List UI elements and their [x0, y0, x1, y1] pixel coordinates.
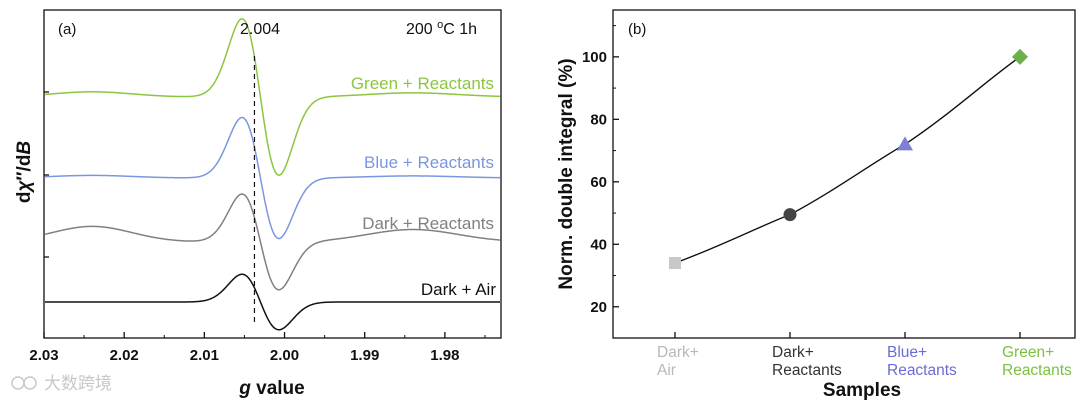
g-marker-label: 2.004 — [240, 21, 280, 38]
panel-b-y-axis-title: Norm. double integral (%) — [556, 58, 577, 289]
category-label: Reactants — [887, 362, 957, 379]
ylabel-mid: ″/d — [14, 155, 35, 181]
panel-b-x-axis-title: Samples — [823, 380, 901, 401]
panel-a-spectra — [44, 18, 501, 331]
panel-a-x-tick-label: 2.00 — [270, 347, 299, 364]
series-label: Dark + Air — [421, 280, 496, 299]
panel-a-y-axis-title: dχ″/dB — [14, 141, 35, 204]
panel-a-x-tick-label: 2.03 — [29, 347, 58, 364]
series-label: Blue + Reactants — [364, 153, 494, 172]
watermark: 大数跨境 — [11, 374, 112, 394]
panel-a-x-tick-label: 1.98 — [430, 347, 459, 364]
panel-b-tag: (b) — [628, 21, 646, 38]
panel-a-chart: 2.03 2.02 2.01 2.00 1.99 1.98 Green + Reactan… — [14, 9, 502, 399]
watermark-logo-icon-2 — [23, 376, 37, 390]
spectrum-line — [44, 18, 501, 176]
category-label: Dark+ — [657, 344, 699, 361]
panel-a-y-ticks — [44, 91, 49, 258]
data-point-square — [669, 257, 681, 270]
panel-b-y-ticks: 20 40 60 80 100 — [582, 25, 619, 316]
panel-b-x-ticks — [674, 332, 1021, 338]
xlabel-value: value — [251, 378, 305, 399]
panel-b-y-tick-label: 80 — [590, 111, 607, 128]
data-point-diamond — [1012, 48, 1028, 65]
panel-a-x-ticks: 2.03 2.02 2.01 2.00 1.99 1.98 — [29, 332, 486, 364]
category-label: Reactants — [772, 362, 842, 379]
panel-b-y-tick-label: 40 — [590, 236, 607, 253]
data-point-circle — [783, 208, 797, 222]
spectrum-line — [45, 273, 500, 331]
panel-a-x-tick-label: 2.02 — [110, 347, 139, 364]
panel-b-trend-line — [674, 56, 1021, 264]
category-label: Dark+ — [772, 344, 814, 361]
series-label: Green + Reactants — [351, 74, 494, 93]
panel-b-category-labels: Dark+AirDark+ReactantsBlue+ReactantsGree… — [657, 344, 1072, 379]
condition-prefix: 200 — [406, 21, 437, 38]
category-label: Air — [657, 362, 676, 379]
spectrum-line — [44, 193, 501, 291]
panel-a-x-axis-title: g value — [238, 378, 304, 399]
condition-suffix: C 1h — [443, 21, 477, 38]
xlabel-g: g — [238, 378, 251, 399]
panel-b-y-tick-label: 100 — [582, 49, 607, 66]
data-point-triangle — [897, 136, 913, 151]
ylabel-chi: χ — [14, 180, 35, 194]
ylabel-b: B — [14, 141, 35, 155]
condition-degree: o — [437, 19, 443, 31]
series-label: Dark + Reactants — [362, 214, 494, 233]
panel-a-x-tick-label: 2.01 — [190, 347, 219, 364]
watermark-text: 大数跨境 — [44, 374, 112, 394]
category-label: Reactants — [1002, 362, 1072, 379]
panel-a-series-labels: Green + Reactants Blue + Reactants Dark + … — [351, 74, 497, 299]
panel-b-frame — [612, 9, 1076, 339]
panel-a-frame — [43, 9, 502, 339]
panel-b-points — [669, 48, 1028, 270]
panel-a-tag: (a) — [58, 21, 76, 38]
watermark-logo-icon — [11, 376, 25, 390]
ylabel-d: d — [14, 192, 35, 204]
panel-a-x-tick-label: 1.99 — [350, 347, 379, 364]
spectrum-line — [44, 116, 501, 240]
panel-b-y-tick-label: 20 — [590, 299, 607, 316]
panel-b-y-tick-label: 60 — [590, 174, 607, 191]
condition-label: 200 oC 1h — [406, 19, 477, 38]
category-label: Blue+ — [887, 344, 927, 361]
category-label: Green+ — [1002, 344, 1054, 361]
